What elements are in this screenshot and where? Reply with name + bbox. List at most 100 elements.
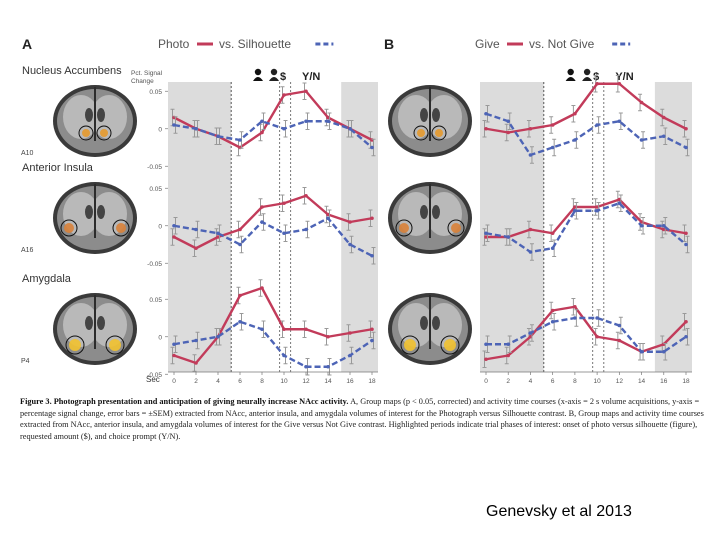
data-point [238,319,242,324]
roi-circle [431,125,447,141]
data-point [304,89,308,94]
data-point [194,246,198,251]
data-point [238,242,242,247]
data-point [238,293,242,298]
activation-blob [64,223,74,233]
data-point [260,286,264,290]
data-point [348,126,352,131]
data-point [370,327,374,332]
data-point [216,231,220,236]
activation-blob [100,129,108,137]
data-point [595,334,599,339]
series-line-1 [485,82,687,134]
person-head [270,68,278,76]
brain-slice [388,182,472,254]
data-point [484,231,488,236]
data-point [238,138,242,142]
data-point [260,119,264,124]
brain-white-right [91,303,127,347]
ylabel-line2: Change [131,78,154,85]
person-head [567,68,574,76]
data-point [370,253,374,258]
data-point [573,208,577,213]
activation-blob [399,223,409,233]
brain-ventricle-left [420,316,428,330]
data-point [595,205,599,209]
activation-blob [82,129,90,137]
brain-white-right [426,303,462,347]
data-point [282,126,286,131]
roi-circle [395,219,413,237]
data-point [550,145,555,150]
x-tick-label: 12 [302,378,310,385]
brain-ventricle-left [85,316,93,330]
data-point [617,81,622,86]
roi-circle [78,125,94,141]
data-point [550,308,555,313]
x-tick-label: 0 [172,378,176,385]
data-point [194,338,198,343]
data-point [617,119,622,124]
data-point [216,334,220,339]
data-point [326,119,330,124]
slice-tag: A10 [21,150,34,157]
data-point [326,212,330,217]
roi-circle [112,219,130,237]
legend-label-1: Give [475,37,500,51]
y-tick-label: 0.05 [149,297,162,304]
data-point [506,119,511,124]
x-tick-label: 18 [368,378,376,385]
data-point [172,235,176,239]
x-tick-label: 2 [506,378,510,385]
data-point [370,338,374,343]
data-point [506,353,511,358]
data-point [326,216,330,221]
x-tick-label: 8 [573,378,577,385]
activation-blob [404,339,416,351]
x-tick-label: 14 [324,378,332,385]
panel-letter: A [22,36,32,52]
y-tick-label: -0.05 [147,261,162,268]
data-point [617,323,622,328]
figure-3: A Photo vs. Silhouette $ Y/N Nucleus Accumben… [21,36,692,385]
region-title: Anterior Insula [22,162,94,174]
caption-title: Photograph presentation and anticipation… [53,397,349,406]
y-tick-label: 0.05 [149,186,162,193]
data-point [194,227,198,232]
data-point [661,115,666,120]
data-point [304,364,308,369]
brain-ventricle-left [420,108,428,122]
person-body [269,77,279,81]
person-body [565,77,576,81]
data-point [238,227,242,232]
data-point [348,353,352,358]
brain-ventricle-left [420,205,428,219]
activation-blob [417,129,425,137]
data-point [348,242,352,247]
data-point [684,242,688,247]
slice-tag: A16 [21,247,34,254]
brain-ventricle-right [97,205,105,219]
data-point [172,342,176,347]
roi-circle [60,219,78,237]
legend-label-2: vs. Not Give [529,37,595,51]
brain-slice [53,293,137,365]
brain-white-right [426,95,462,139]
brain-ventricle-right [432,108,440,122]
slice-tag: P4 [21,358,30,365]
data-point [326,115,330,120]
silhouette-icon [269,68,279,81]
brain-slice [53,182,137,254]
data-point [639,223,644,228]
data-point [216,134,220,139]
x-tick-label: 10 [280,378,288,385]
data-point [370,145,374,150]
legend-label-2: vs. Silhouette [219,37,291,51]
data-point [260,220,264,224]
data-point [528,126,533,131]
x-tick-label: 4 [216,378,220,385]
data-point [617,201,622,206]
series-line-2 [173,217,373,257]
region-title: Nucleus Accumbens [22,65,122,77]
data-point [194,361,198,365]
